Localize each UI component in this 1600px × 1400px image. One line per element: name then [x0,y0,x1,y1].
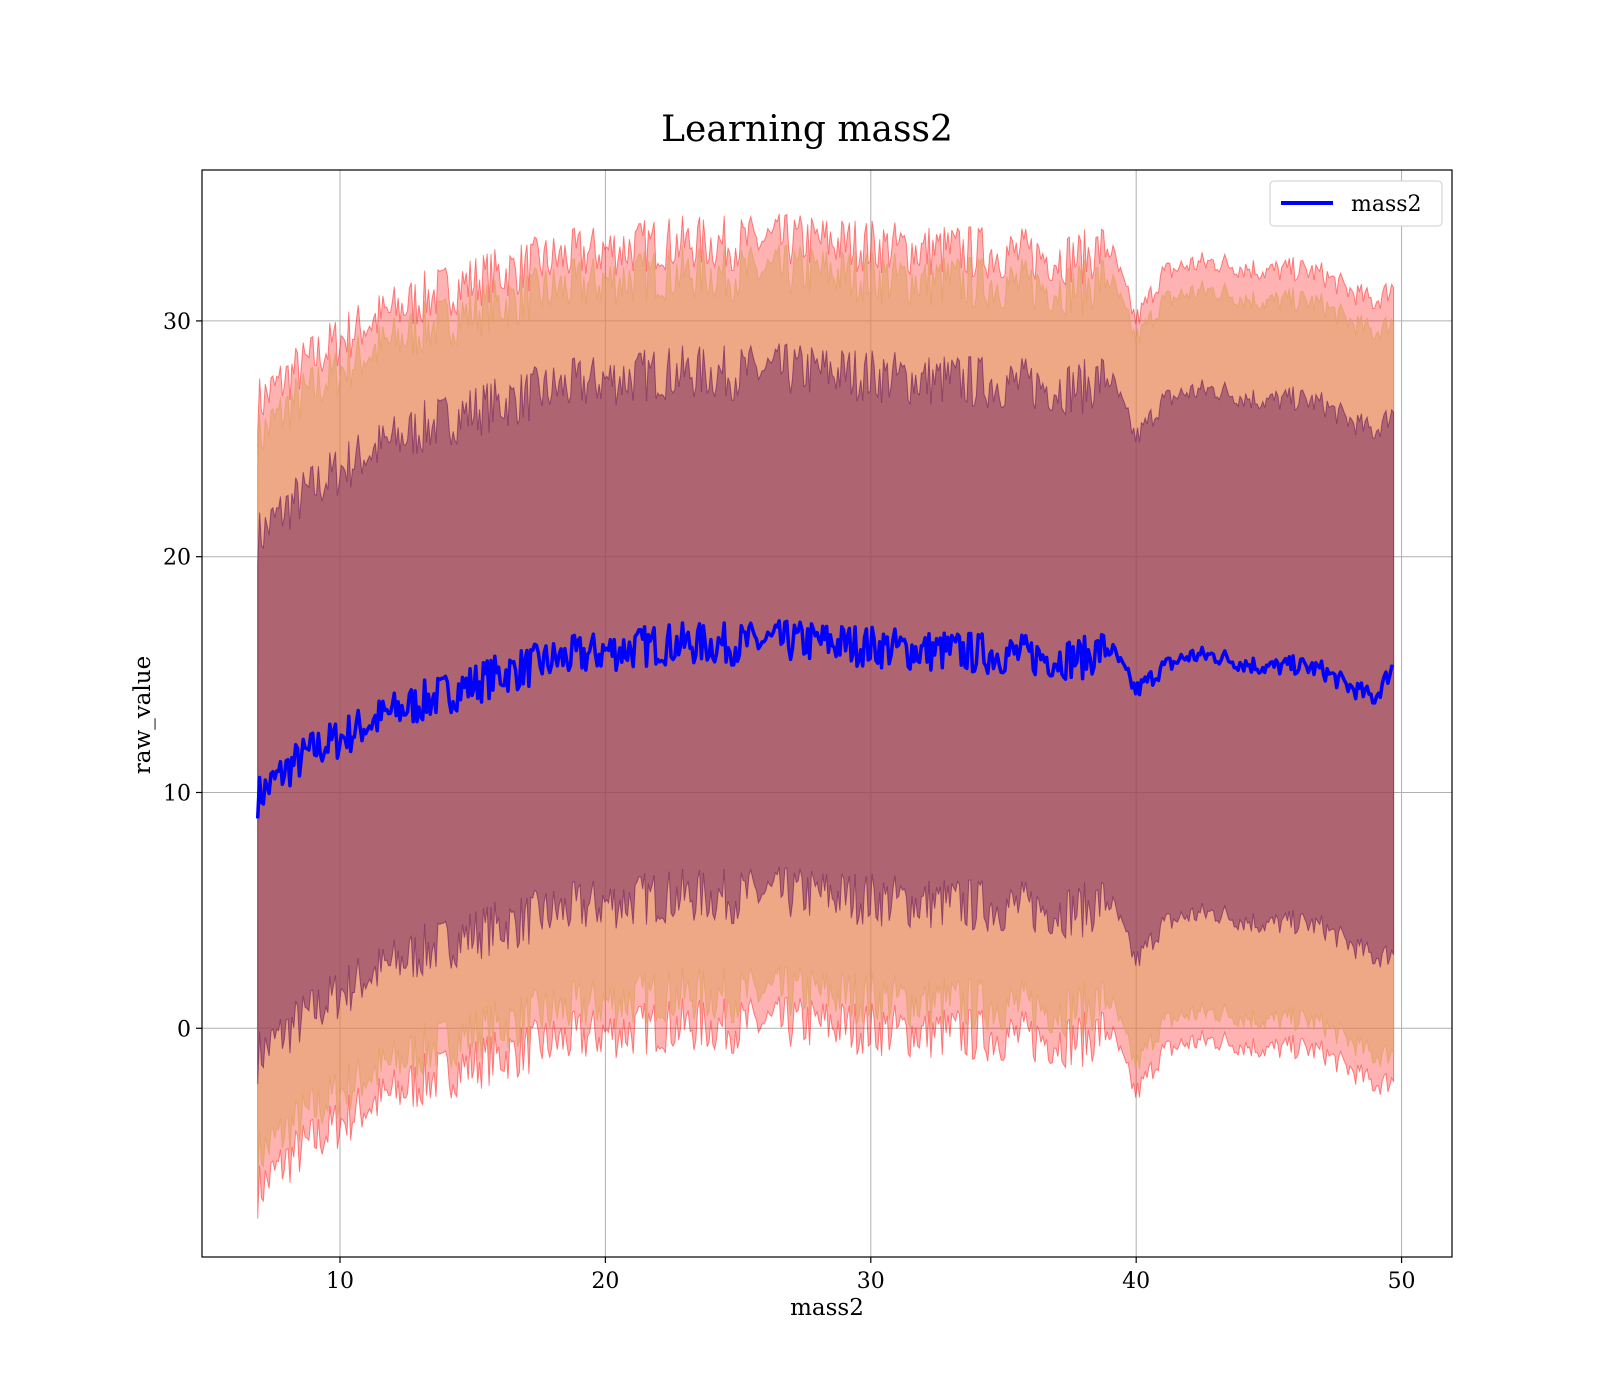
legend-entry-mass2: mass2 [1351,192,1422,217]
y-tick-label-3: 30 [163,310,191,335]
plot-frame [201,169,1453,1258]
y-axis-label: raw_value [130,656,156,774]
y-tick-label-0: 0 [177,1017,191,1042]
band-inner [257,343,1395,1085]
x-tick-label-0: 10 [326,1269,354,1294]
legend-box [1269,180,1443,227]
series-line-mass2 [255,619,1394,819]
legend: mass2 [1269,180,1443,227]
ticks-layer: 10 20 30 40 50 0 10 20 30 [163,310,1416,1294]
y-tick-label-1: 10 [163,781,191,806]
bands-layer [257,213,1395,1219]
y-tick-label-2: 20 [163,546,191,571]
x-tick-label-2: 30 [857,1269,885,1294]
x-tick-label-1: 20 [591,1269,619,1294]
line-layer [255,619,1394,819]
x-tick-label-4: 50 [1388,1269,1416,1294]
x-axis-label: mass2 [790,1295,864,1321]
chart-title: Learning mass2 [661,109,953,150]
x-tick-label-3: 40 [1122,1269,1150,1294]
